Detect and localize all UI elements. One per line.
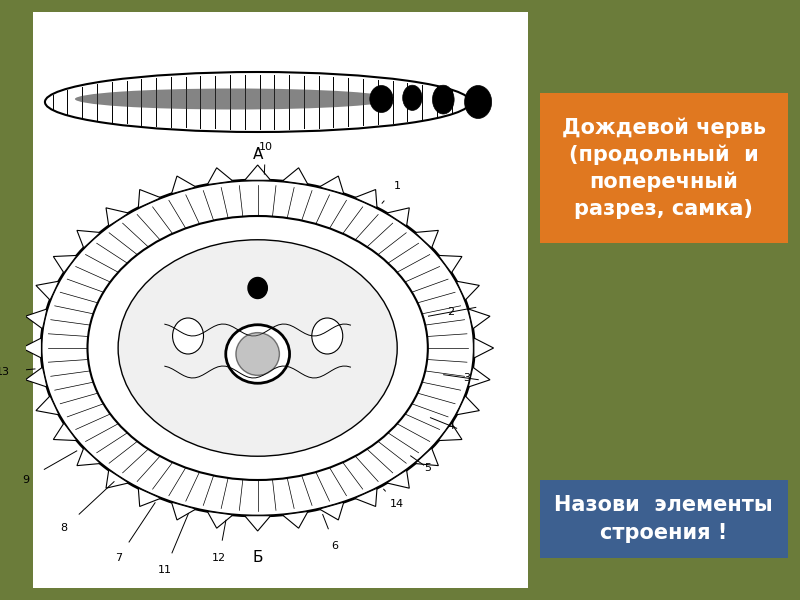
Polygon shape bbox=[138, 488, 161, 506]
Text: 2: 2 bbox=[447, 307, 454, 317]
Circle shape bbox=[41, 180, 474, 516]
Polygon shape bbox=[415, 448, 438, 466]
Polygon shape bbox=[438, 423, 462, 440]
Ellipse shape bbox=[226, 325, 290, 383]
Polygon shape bbox=[282, 511, 308, 528]
Polygon shape bbox=[36, 281, 59, 300]
Text: Б: Б bbox=[253, 551, 263, 565]
Polygon shape bbox=[282, 168, 308, 185]
Polygon shape bbox=[474, 338, 494, 358]
Ellipse shape bbox=[236, 332, 279, 376]
Polygon shape bbox=[245, 515, 270, 531]
Polygon shape bbox=[54, 423, 77, 440]
Ellipse shape bbox=[75, 88, 394, 109]
Text: 12: 12 bbox=[212, 553, 226, 563]
Polygon shape bbox=[207, 511, 233, 528]
Polygon shape bbox=[456, 281, 479, 300]
Text: 11: 11 bbox=[158, 565, 172, 575]
FancyBboxPatch shape bbox=[540, 480, 787, 558]
Ellipse shape bbox=[248, 277, 267, 298]
Polygon shape bbox=[354, 488, 377, 506]
Ellipse shape bbox=[433, 85, 454, 114]
Polygon shape bbox=[138, 190, 161, 208]
Polygon shape bbox=[36, 396, 59, 415]
Text: 8: 8 bbox=[61, 523, 68, 533]
Polygon shape bbox=[415, 230, 438, 248]
Polygon shape bbox=[77, 448, 100, 466]
Circle shape bbox=[118, 240, 398, 456]
Text: 3: 3 bbox=[463, 373, 470, 383]
Polygon shape bbox=[171, 176, 196, 194]
Text: 7: 7 bbox=[115, 553, 122, 563]
Polygon shape bbox=[106, 470, 129, 488]
Polygon shape bbox=[26, 367, 47, 387]
Text: 10: 10 bbox=[258, 142, 272, 152]
Text: 6: 6 bbox=[331, 541, 338, 551]
Polygon shape bbox=[386, 208, 410, 226]
Ellipse shape bbox=[465, 85, 492, 118]
Polygon shape bbox=[468, 309, 490, 329]
Polygon shape bbox=[438, 256, 462, 273]
FancyBboxPatch shape bbox=[34, 12, 528, 588]
Circle shape bbox=[87, 216, 428, 480]
Text: А: А bbox=[253, 147, 263, 162]
Polygon shape bbox=[106, 208, 129, 226]
Polygon shape bbox=[22, 338, 42, 358]
Ellipse shape bbox=[370, 85, 393, 113]
Polygon shape bbox=[354, 190, 377, 208]
Ellipse shape bbox=[173, 318, 203, 354]
Polygon shape bbox=[171, 502, 196, 520]
Polygon shape bbox=[319, 176, 344, 194]
Text: 5: 5 bbox=[424, 463, 431, 473]
Polygon shape bbox=[77, 230, 100, 248]
Ellipse shape bbox=[402, 85, 422, 110]
Ellipse shape bbox=[312, 318, 342, 354]
Polygon shape bbox=[26, 309, 47, 329]
Text: Дождевой червь
(продольный  и
поперечный
разрез, самка): Дождевой червь (продольный и поперечный … bbox=[562, 118, 766, 218]
Text: 13: 13 bbox=[0, 367, 10, 377]
Polygon shape bbox=[54, 256, 77, 273]
Polygon shape bbox=[319, 502, 344, 520]
Text: 1: 1 bbox=[394, 181, 400, 191]
Polygon shape bbox=[386, 470, 410, 488]
Text: Назови  элементы
строения !: Назови элементы строения ! bbox=[554, 495, 773, 543]
Text: 4: 4 bbox=[447, 421, 454, 431]
Ellipse shape bbox=[45, 72, 470, 132]
Polygon shape bbox=[245, 165, 270, 181]
FancyBboxPatch shape bbox=[540, 93, 787, 243]
Text: 14: 14 bbox=[390, 499, 404, 509]
Polygon shape bbox=[456, 396, 479, 415]
Polygon shape bbox=[468, 367, 490, 387]
Text: 9: 9 bbox=[22, 475, 29, 485]
Polygon shape bbox=[207, 168, 233, 185]
